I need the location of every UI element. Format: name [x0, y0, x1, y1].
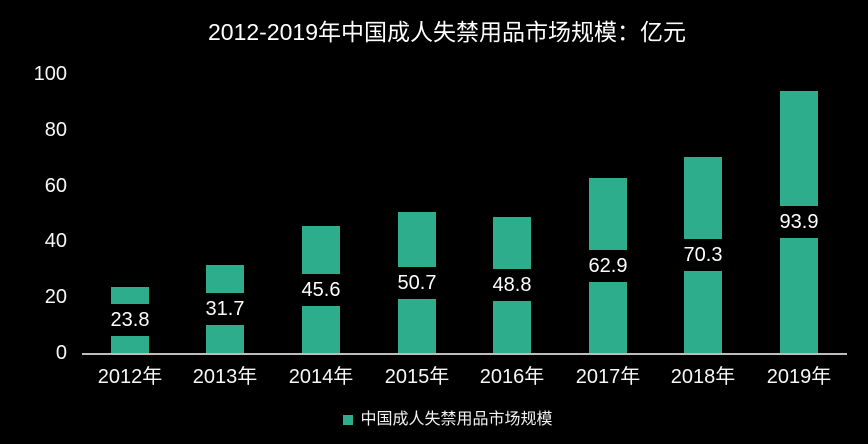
y-tick-label: 40 — [44, 230, 67, 253]
x-tick-label: 2012年 — [97, 366, 163, 388]
legend-swatch-icon — [343, 415, 354, 425]
legend-label: 中国成人失禁用品市场规模 — [360, 411, 553, 428]
bar-value-label: 31.7 — [202, 293, 248, 325]
bar: 93.9 — [776, 91, 822, 353]
x-tick-label: 2013年 — [192, 366, 258, 388]
x-tick-label: 2015年 — [384, 366, 450, 388]
y-tick-label: 20 — [44, 286, 67, 309]
y-tick-label: 80 — [44, 118, 67, 141]
x-axis-line — [82, 353, 847, 355]
bar-value-label: 48.8 — [489, 269, 535, 301]
y-tick-label: 60 — [44, 174, 67, 197]
x-tick-label: 2017年 — [575, 366, 641, 388]
bar-value-label: 93.9 — [776, 206, 822, 238]
x-tick-label: 2018年 — [670, 366, 736, 388]
bar-value-label: 62.9 — [585, 250, 631, 282]
y-tick-label: 100 — [33, 63, 67, 85]
bar: 31.7 — [202, 265, 248, 353]
bar: 45.6 — [298, 226, 344, 353]
x-tick-label: 2019年 — [766, 366, 832, 388]
bar: 70.3 — [680, 157, 726, 353]
x-tick-label: 2014年 — [288, 366, 354, 388]
chart-title: 2012-2019年中国成人失禁用品市场规模：亿元 — [208, 19, 686, 45]
bar-value-label: 70.3 — [680, 239, 726, 271]
bar-value-label: 23.8 — [107, 304, 153, 336]
legend: 中国成人失禁用品市场规模 — [0, 409, 868, 431]
bar-value-label: 50.7 — [394, 267, 440, 299]
bar: 48.8 — [489, 217, 535, 353]
bar-value-label: 45.6 — [298, 274, 344, 306]
bar: 50.7 — [394, 212, 440, 353]
y-tick-label: 0 — [55, 342, 67, 364]
bar: 62.9 — [585, 178, 631, 353]
x-tick-label: 2016年 — [479, 366, 545, 388]
bar: 23.8 — [107, 287, 153, 353]
